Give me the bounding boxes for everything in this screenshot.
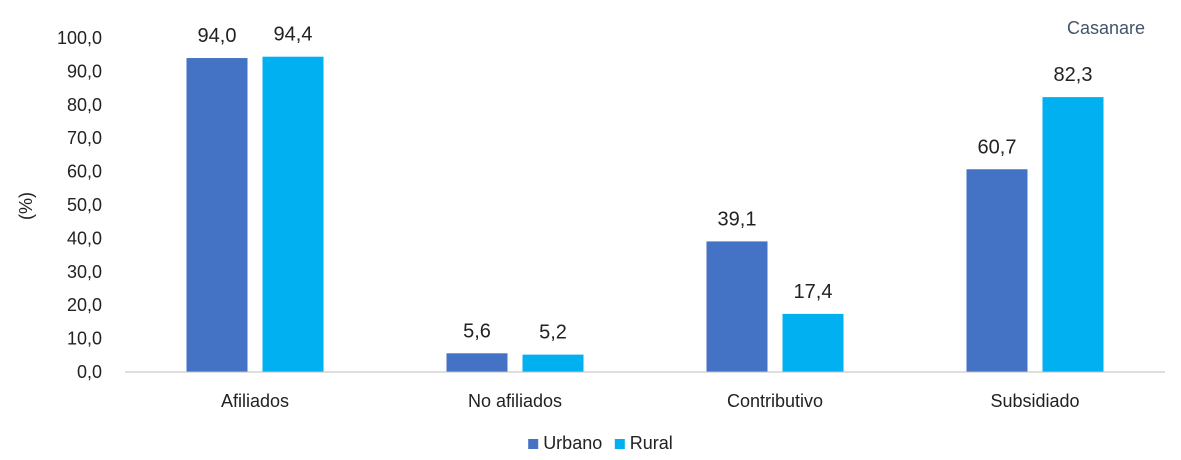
y-tick-label: 10,0: [67, 329, 102, 349]
legend-swatch-urbano: [528, 439, 539, 449]
y-tick-label: 40,0: [67, 228, 102, 248]
category-label: Subsidiado: [990, 391, 1079, 411]
y-tick-label: 30,0: [67, 262, 102, 282]
bar-rural-subsidiado: [1042, 97, 1104, 373]
data-label: 94,0: [198, 25, 237, 47]
bar-urbano-contributivo: [706, 241, 768, 372]
legend-label-rural: Rural: [630, 433, 673, 453]
data-label: 60,7: [978, 136, 1017, 158]
data-labels: 94,0 94,4 5,6 5,2 39,1 17,4 60,7 82,3: [198, 24, 1093, 344]
data-label: 5,2: [539, 322, 567, 344]
category-label: Afiliados: [221, 391, 289, 411]
category-label: No afiliados: [468, 391, 562, 411]
y-tick-label: 90,0: [67, 61, 102, 81]
bar-rural-afiliados: [262, 56, 324, 372]
bar-urbano-no-afiliados: [446, 353, 508, 372]
category-labels: Afiliados No afiliados Contributivo Subsidi…: [221, 391, 1080, 411]
y-tick-label: 70,0: [67, 128, 102, 148]
bar-urbano-afiliados: [186, 58, 248, 372]
data-label: 39,1: [718, 208, 757, 230]
y-tick-label: 60,0: [67, 162, 102, 182]
chart-title: Casanare: [1067, 18, 1145, 38]
bar-urbano-subsidiado: [966, 169, 1028, 372]
bar-rural-contributivo: [782, 313, 844, 372]
data-label: 17,4: [794, 281, 833, 303]
legend-swatch-rural: [614, 439, 625, 449]
data-label: 82,3: [1054, 64, 1093, 86]
y-tick-label: 0,0: [77, 362, 102, 382]
bar-rural-no-afiliados: [522, 354, 584, 372]
legend: Urbano Rural: [528, 433, 673, 453]
category-label: Contributivo: [727, 391, 823, 411]
y-tick-label: 20,0: [67, 295, 102, 315]
y-tick-label: 80,0: [67, 95, 102, 115]
data-label: 94,4: [274, 24, 313, 46]
y-tick-label: 50,0: [67, 195, 102, 215]
bars: [186, 56, 1104, 373]
y-axis-title: (%): [16, 192, 36, 220]
y-tick-label: 100,0: [57, 28, 102, 48]
y-axis-ticks: 0,0 10,0 20,0 30,0 40,0 50,0 60,0 70,0 80,0 90,0 1…: [57, 28, 102, 382]
legend-label-urbano: Urbano: [543, 433, 602, 453]
data-label: 5,6: [463, 320, 491, 342]
